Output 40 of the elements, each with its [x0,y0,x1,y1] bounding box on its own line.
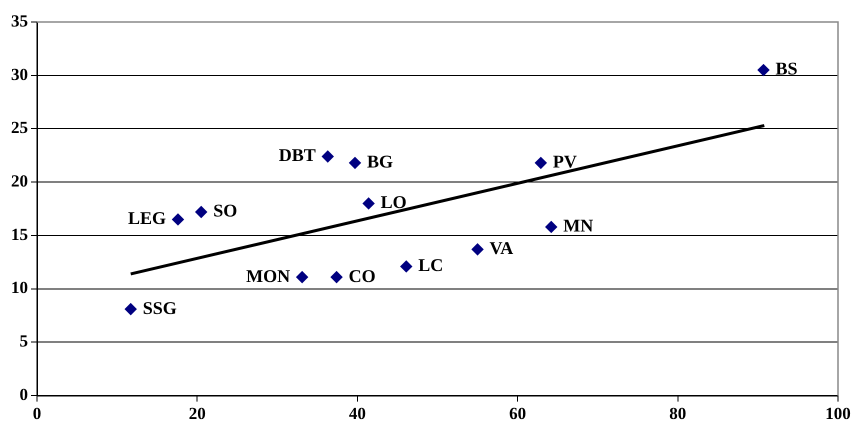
annotation: SSG [142,298,177,318]
point [322,150,334,162]
point [472,243,484,256]
annotation: LEG [128,208,166,228]
x-tick-label: 40 [348,404,366,424]
y-tick-label: 25 [11,118,28,138]
annotation: LO [380,192,407,212]
annotation: SO [213,200,238,221]
point [362,197,375,210]
annotation: LC [418,255,444,276]
annotation: MN [563,216,594,236]
y-tick-label: 15 [11,224,28,244]
annotation: MON [246,266,290,286]
annotation: BG [366,152,394,172]
y-tick-label: 10 [11,278,28,298]
annotation: PV [552,152,577,172]
annotation: DBT [278,145,316,166]
point [758,64,770,76]
x-tick-label: 20 [188,404,206,424]
x-tick-label: 80 [669,404,686,424]
point [296,271,308,284]
point [348,156,361,169]
y-tick-label: 5 [20,332,28,351]
point [545,220,558,233]
x-tick-label: 0 [32,404,42,424]
annotation: CO [348,266,376,286]
point [330,271,343,284]
point [534,156,547,169]
y-tick-label: 20 [11,172,28,191]
annotation: BS [776,58,798,79]
y-tick-label: 35 [11,11,28,30]
x-tick-label: 60 [509,404,526,424]
y-tick-label: 0 [20,384,28,404]
point [400,260,412,272]
point [172,213,184,226]
point [124,303,137,316]
y-tick-label: 30 [11,64,28,84]
annotation: VA [490,238,514,258]
point [195,206,208,218]
x-tick-label: 100 [825,404,851,424]
